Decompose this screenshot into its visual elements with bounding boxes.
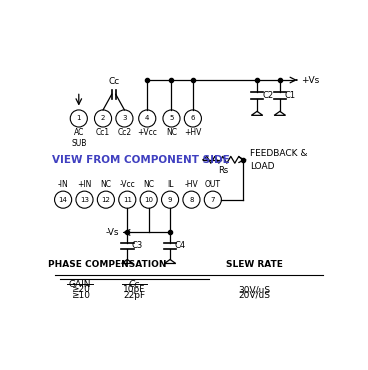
Text: NC: NC [143,181,154,189]
Text: Cc2: Cc2 [117,128,131,137]
Text: 9: 9 [168,197,172,203]
Text: 11: 11 [123,197,132,203]
Text: 5: 5 [169,115,174,121]
Text: ≥20: ≥20 [71,285,90,294]
Text: 30V/uS: 30V/uS [238,285,270,294]
Text: FEEDBACK &: FEEDBACK & [250,148,307,158]
Text: 2: 2 [101,115,105,121]
Text: 6: 6 [191,115,195,121]
Text: 20V/uS: 20V/uS [238,290,270,300]
Text: 8: 8 [189,197,194,203]
Text: 4: 4 [145,115,149,121]
Text: OUT: OUT [205,181,221,189]
Text: AC
SUB: AC SUB [71,128,86,148]
Text: SLEW RATE: SLEW RATE [226,260,283,269]
Text: NC: NC [166,128,177,137]
Text: -HV: -HV [185,181,198,189]
Text: Cc: Cc [108,77,119,86]
Text: -Vs: -Vs [105,228,119,237]
Text: IL: IL [167,181,173,189]
Text: Cc: Cc [129,280,140,289]
Text: +Vcc: +Vcc [137,128,157,137]
Text: C4: C4 [175,242,186,250]
Text: VIEW FROM COMPONENT SIDE: VIEW FROM COMPONENT SIDE [52,155,230,165]
Text: C2: C2 [262,91,273,100]
Text: 1: 1 [77,115,81,121]
Text: 13: 13 [80,197,89,203]
Text: ≥10: ≥10 [71,290,90,300]
Text: 7: 7 [210,197,215,203]
Text: 12: 12 [102,197,110,203]
Text: Cc1: Cc1 [96,128,110,137]
Text: 14: 14 [59,197,68,203]
Text: -Vcc: -Vcc [119,181,135,189]
Text: 22pF: 22pF [123,290,145,300]
Text: 10pF: 10pF [123,285,146,294]
Text: +Vs: +Vs [301,75,319,84]
Text: GAIN: GAIN [69,280,92,289]
Text: PHASE COMPENSATION: PHASE COMPENSATION [48,260,167,269]
Text: LOAD: LOAD [250,162,275,171]
Text: Rs: Rs [218,166,228,175]
Text: C1: C1 [285,91,296,100]
Text: 10: 10 [144,197,153,203]
Text: C3: C3 [132,242,143,250]
Text: +IN: +IN [77,181,92,189]
Text: NC: NC [100,181,112,189]
Text: -IN: -IN [58,181,68,189]
Text: +HV: +HV [184,128,202,137]
Text: 3: 3 [122,115,127,121]
